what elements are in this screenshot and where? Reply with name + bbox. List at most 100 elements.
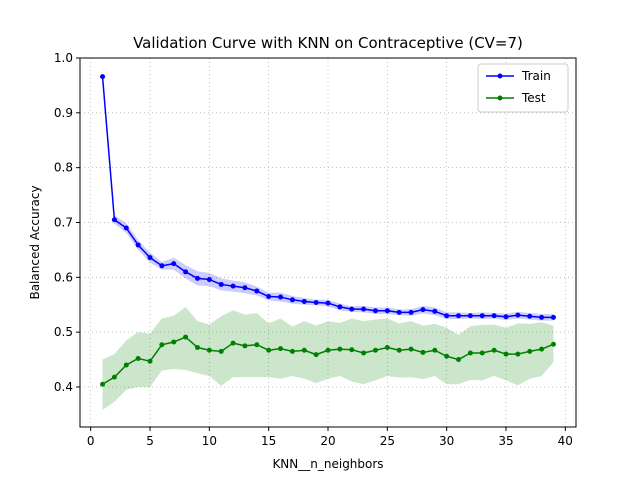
- test-data-point: [135, 355, 141, 361]
- train-data-point: [527, 313, 533, 319]
- test-data-point: [218, 348, 224, 354]
- legend-train-marker-icon: [497, 73, 503, 79]
- series-points: [100, 74, 556, 387]
- test-data-point: [349, 347, 355, 353]
- test-data-point: [515, 351, 521, 357]
- x-tick-label: 25: [380, 434, 395, 448]
- test-data-point: [171, 339, 177, 345]
- test-data-point: [313, 352, 319, 358]
- train-data-point: [503, 314, 509, 320]
- legend: Train Test: [477, 63, 569, 113]
- train-data-point: [444, 313, 450, 319]
- y-axis-label: Balanced Accuracy: [28, 185, 42, 299]
- test-data-point: [100, 381, 106, 387]
- train-data-point: [111, 217, 117, 223]
- test-data-point: [206, 347, 212, 353]
- test-data-point: [491, 347, 497, 353]
- test-data-point: [467, 350, 473, 356]
- legend-test-label: Test: [521, 91, 546, 105]
- train-data-point: [147, 255, 153, 261]
- train-data-point: [254, 288, 260, 294]
- train-data-point: [159, 263, 165, 269]
- train-data-point: [384, 308, 390, 314]
- train-data-point: [301, 298, 307, 304]
- train-data-point: [325, 300, 331, 306]
- train-data-point: [432, 308, 438, 314]
- y-tick-label: 0.9: [54, 106, 73, 120]
- train-data-point: [515, 312, 521, 318]
- test-data-point: [289, 348, 295, 354]
- train-data-point: [372, 308, 378, 314]
- y-tick-label: 0.4: [54, 380, 73, 394]
- test-data-point: [503, 351, 509, 357]
- test-data-point: [337, 346, 343, 352]
- test-data-point: [361, 350, 367, 356]
- train-data-point: [550, 314, 556, 320]
- y-tick-label: 1.0: [54, 51, 73, 65]
- test-data-point: [266, 347, 272, 353]
- test-data-point: [254, 342, 260, 348]
- train-data-point: [289, 297, 295, 303]
- test-data-point: [396, 347, 402, 353]
- chart-title: Validation Curve with KNN on Contracepti…: [133, 34, 523, 52]
- train-data-point: [135, 242, 141, 248]
- legend-test-marker-icon: [497, 95, 503, 101]
- train-data-point: [467, 313, 473, 319]
- train-data-point: [408, 309, 414, 315]
- test-data-point: [456, 357, 462, 363]
- x-tick-label: 20: [320, 434, 335, 448]
- y-tick-label: 0.8: [54, 161, 73, 175]
- x-tick-label: 35: [498, 434, 513, 448]
- test-data-point: [301, 347, 307, 353]
- train-data-point: [361, 306, 367, 312]
- test-data-point: [242, 343, 248, 349]
- train-data-point: [230, 283, 236, 289]
- train-data-point: [491, 313, 497, 319]
- y-tick-label: 0.7: [54, 215, 73, 229]
- test-data-point: [539, 346, 545, 352]
- x-tick-label: 10: [202, 434, 217, 448]
- test-data-point: [325, 347, 331, 353]
- test-data-point: [444, 353, 450, 359]
- train-data-point: [242, 285, 248, 291]
- train-data-point: [479, 313, 485, 319]
- test-data-point: [183, 334, 189, 340]
- x-tick-label: 40: [558, 434, 573, 448]
- x-tick-label: 5: [146, 434, 154, 448]
- x-tick-label: 30: [439, 434, 454, 448]
- train-data-point: [100, 74, 106, 80]
- test-data-point: [278, 346, 284, 352]
- test-data-point: [408, 346, 414, 352]
- test-data-point: [111, 374, 117, 380]
- test-std-band: [102, 306, 554, 411]
- test-data-point: [230, 340, 236, 346]
- train-data-point: [266, 294, 272, 300]
- train-data-point: [183, 269, 189, 275]
- train-data-point: [349, 306, 355, 312]
- test-data-point: [479, 350, 485, 356]
- x-tick-label: 0: [87, 434, 95, 448]
- axis-ticks: 0 5 10 15 20 25 30 35 40 0.4 0.5 0.6 0.7 0.8 0.9 1.0: [54, 51, 573, 448]
- train-data-point: [218, 281, 224, 287]
- train-data-point: [278, 294, 284, 300]
- train-data-point: [313, 300, 319, 306]
- train-data-point: [396, 309, 402, 315]
- y-tick-label: 0.5: [54, 325, 73, 339]
- test-data-point: [420, 349, 426, 355]
- test-data-point: [194, 344, 200, 350]
- confidence-bands: [102, 76, 554, 411]
- test-data-point: [432, 347, 438, 353]
- y-tick-label: 0.6: [54, 270, 73, 284]
- test-data-point: [159, 342, 165, 348]
- test-data-point: [384, 344, 390, 350]
- x-tick-label: 15: [261, 434, 276, 448]
- legend-train-label: Train: [521, 69, 551, 83]
- train-data-point: [337, 304, 343, 310]
- train-data-point: [456, 313, 462, 319]
- train-data-point: [194, 275, 200, 281]
- x-axis-label: KNN__n_neighbors: [272, 457, 383, 471]
- test-data-point: [550, 341, 556, 347]
- train-data-point: [123, 225, 129, 231]
- test-data-point: [123, 362, 129, 368]
